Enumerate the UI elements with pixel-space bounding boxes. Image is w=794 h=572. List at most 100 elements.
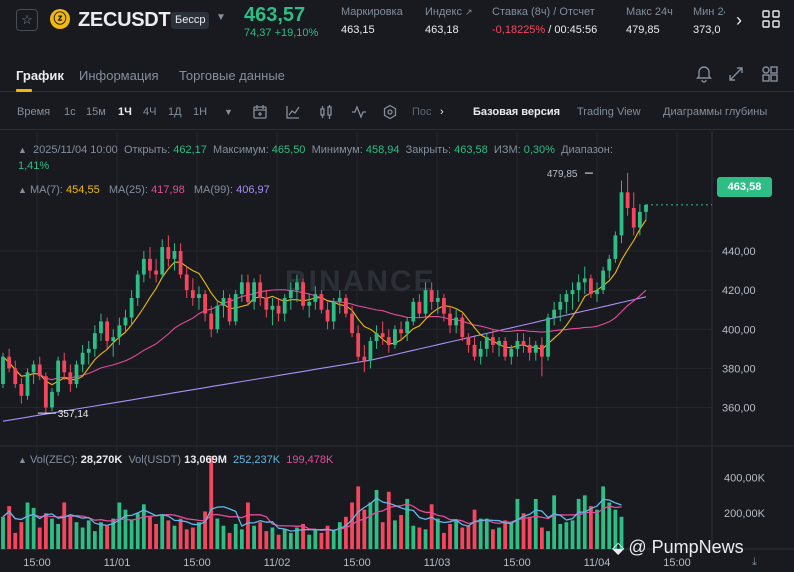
indicators-icon[interactable] [351,104,367,120]
ohlc-change: 0,30% [523,144,555,156]
candle-body [92,333,97,349]
volume-bar [141,504,146,549]
candle-body [362,356,367,361]
volume-bar [380,522,385,549]
volume-bar [203,511,207,549]
layout-grid-icon[interactable] [762,10,780,28]
candle-body [43,376,48,408]
candle-body [25,372,30,396]
view-basic[interactable]: Базовая версия [473,106,561,118]
ohlc-legend: ▲ 2025/11/04 10:00 Открыть: 462,17 Макси… [18,144,613,172]
interval-more-caret-icon[interactable]: ▼ [224,107,233,117]
candle-body [607,258,612,271]
tab-info[interactable]: Информация [79,68,159,83]
interval-1s[interactable]: 1с [64,106,76,118]
candle-body [313,294,318,302]
candle-body [178,251,183,275]
candle-body [582,278,587,283]
candle-body [197,294,201,298]
interval-15m[interactable]: 15м [86,106,106,118]
volume-bar [239,529,244,549]
volume-bar [429,504,434,549]
ma25-value: 417,98 [151,184,185,196]
volume-bar [184,529,189,549]
volume-bar [178,518,183,549]
grid-settings-icon[interactable] [760,64,780,84]
expand-icon[interactable] [726,64,746,84]
candle-body [503,341,508,357]
view-depth[interactable]: Диаграммы глубины [663,106,768,118]
volume-bar [80,527,85,549]
candle-body [595,290,599,295]
tab-chart[interactable]: График [16,68,64,83]
volume-bar [460,527,465,549]
calendar-icon[interactable] [252,104,268,120]
volume-bar [344,516,348,549]
volume-bar [209,456,214,549]
interval-1h[interactable]: 1Ч [118,106,132,118]
price-tick-label: 360,00 [722,403,756,415]
candle-body [301,282,305,306]
settings-hex-icon[interactable] [382,104,398,120]
symbol-title[interactable]: ZECUSDT [78,9,171,31]
stat-funding-rate: Ставка (8ч) / Отсчет -0,18225% / 00:45:5… [492,6,598,36]
volume-bars [1,456,624,549]
candle-body [374,333,379,342]
candle-body [350,313,354,334]
indicator-label[interactable]: Пос [412,106,432,118]
candle-body [466,337,471,345]
candle-body [68,372,73,385]
candle-body [601,270,606,291]
volume-bar [417,527,422,549]
ohlc-open: 462,17 [173,144,207,156]
candle-body [527,344,532,353]
candle-body [1,356,5,385]
volume-bar [527,516,532,549]
volume-bar [601,486,606,549]
view-tradingview[interactable]: Trading View [577,106,641,118]
volume-bar [582,495,587,549]
volume-bar [92,531,97,549]
candle-body [215,305,220,330]
volume-bar [619,516,624,549]
candle-body [166,247,171,259]
volume-bar [31,507,36,549]
ohlc-range: 1,41% [18,160,50,172]
volume-bar [533,498,538,549]
volume-bar [56,523,61,549]
time-label[interactable]: Время [17,106,51,118]
candle-body [258,282,263,298]
chevron-right-icon[interactable]: › [736,10,742,30]
vol-zec-value: 28,270K [80,454,123,466]
volume-bar [295,527,299,549]
time-tick-label: 15:00 [23,557,51,569]
interval-1w[interactable]: 1Н [193,106,208,118]
candle-body [454,317,459,326]
candles-icon[interactable] [318,104,334,120]
candle-body [417,301,422,314]
volume-bar [43,513,48,549]
candle-body [491,337,495,345]
interval-1d[interactable]: 1Д [168,106,182,118]
line-chart-icon[interactable] [285,104,301,120]
volume-bar [386,491,391,549]
candlestick-chart[interactable]: BINANCE 360,00 380,00 400,00 420,00 440,00 40… [0,131,794,572]
volume-bar [99,522,103,549]
time-tick-label: 15:00 [183,557,211,569]
candle-body [564,294,569,302]
interval-4h[interactable]: 4Ч [143,106,157,118]
stat-24h-low: Мин 24ч 373,0 [693,6,725,36]
favorite-star-icon[interactable]: ☆ [16,9,38,31]
tab-trading-data[interactable]: Торговые данные [179,68,285,83]
candle-body [135,274,140,298]
active-tab-indicator [16,89,32,92]
vol-ma2-value: 199,478K [286,454,334,466]
symbol-dropdown-caret-icon[interactable]: ▼ [216,12,226,23]
volume-bar [37,527,42,549]
price-tick-label: 380,00 [722,363,756,375]
volume-bar [62,502,67,549]
price-axis: 360,00 380,00 400,00 420,00 440,00 400,00K 200… [722,246,766,520]
volume-bar [105,525,110,549]
toolbar-chevron-right-icon[interactable]: › [440,106,444,118]
bell-icon[interactable] [694,64,714,84]
